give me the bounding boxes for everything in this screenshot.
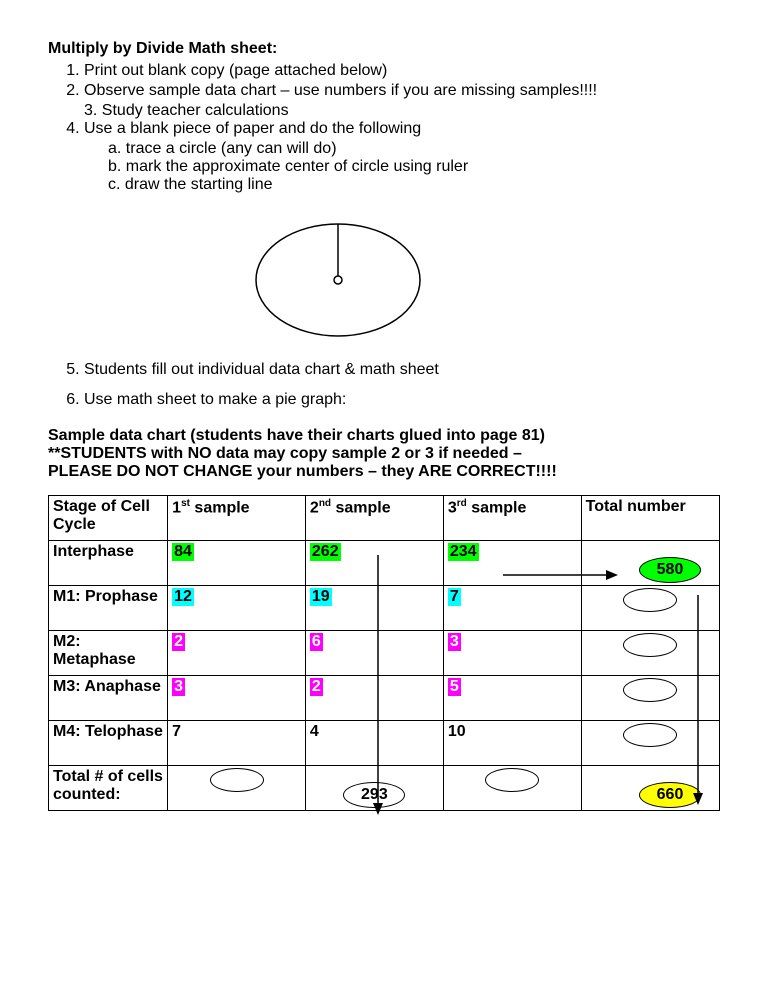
cell-value: 2	[172, 633, 185, 651]
total-oval: 580	[639, 557, 701, 583]
empty-oval	[623, 588, 677, 612]
table-row: Interphase 84 262 234 580	[49, 541, 720, 586]
empty-oval	[623, 678, 677, 702]
table-row: Total # of cells counted: 293 660	[49, 766, 720, 811]
table-row: M4: Telophase 7 4 10	[49, 721, 720, 766]
cell-value: 84	[172, 543, 194, 561]
grand-total-oval: 660	[639, 782, 701, 808]
circle-diagram	[248, 210, 720, 345]
sample-heading: Sample data chart (students have their c…	[48, 427, 720, 481]
cell-value: 10	[443, 721, 581, 766]
cell-value: 262	[310, 543, 341, 561]
col-total: Total number	[581, 496, 719, 541]
empty-oval	[485, 768, 539, 792]
sub-instruction: a. trace a circle (any can will do)	[108, 140, 720, 158]
cell-value: 3	[448, 633, 461, 651]
cell-value: 4	[305, 721, 443, 766]
sub-instruction: c. draw the starting line	[108, 176, 720, 194]
cell-value: 2	[310, 678, 323, 696]
total-oval: 293	[343, 782, 405, 808]
instruction-item: Students fill out individual data chart …	[84, 361, 720, 379]
cell-value: 7	[448, 588, 461, 606]
empty-oval	[623, 633, 677, 657]
cell-value: 12	[172, 588, 194, 606]
cell-value: 234	[448, 543, 479, 561]
instruction-item: Observe sample data chart – use numbers …	[84, 82, 720, 100]
cell-value: 7	[168, 721, 306, 766]
table-row: M3: Anaphase 3 2 5	[49, 676, 720, 721]
sub-instruction: b. mark the approximate center of circle…	[108, 158, 720, 176]
instruction-item: 3. Study teacher calculations	[84, 102, 720, 120]
col-sample2: 2nd sample	[305, 496, 443, 541]
instruction-list: Use a blank piece of paper and do the fo…	[84, 120, 720, 138]
instruction-item: Use math sheet to make a pie graph:	[84, 391, 720, 409]
cell-value: 6	[310, 633, 323, 651]
col-sample3: 3rd sample	[443, 496, 581, 541]
col-sample1: 1st sample	[168, 496, 306, 541]
data-table: Stage of Cell Cycle 1st sample 2nd sampl…	[48, 495, 720, 811]
table-row: M1: Prophase 12 19 7	[49, 586, 720, 631]
instruction-item: Print out blank copy (page attached belo…	[84, 62, 720, 80]
col-stage: Stage of Cell Cycle	[49, 496, 168, 541]
cell-value: 3	[172, 678, 185, 696]
cell-value: 5	[448, 678, 461, 696]
instruction-item: Use a blank piece of paper and do the fo…	[84, 120, 720, 138]
cell-value: 19	[310, 588, 332, 606]
instruction-list: Print out blank copy (page attached belo…	[84, 62, 720, 100]
table-row: M2: Metaphase 2 6 3	[49, 631, 720, 676]
empty-oval	[623, 723, 677, 747]
table-header-row: Stage of Cell Cycle 1st sample 2nd sampl…	[49, 496, 720, 541]
instruction-list: Students fill out individual data chart …	[84, 361, 720, 379]
empty-oval	[210, 768, 264, 792]
page-title: Multiply by Divide Math sheet:	[48, 40, 720, 58]
instruction-list: Use math sheet to make a pie graph:	[84, 391, 720, 409]
